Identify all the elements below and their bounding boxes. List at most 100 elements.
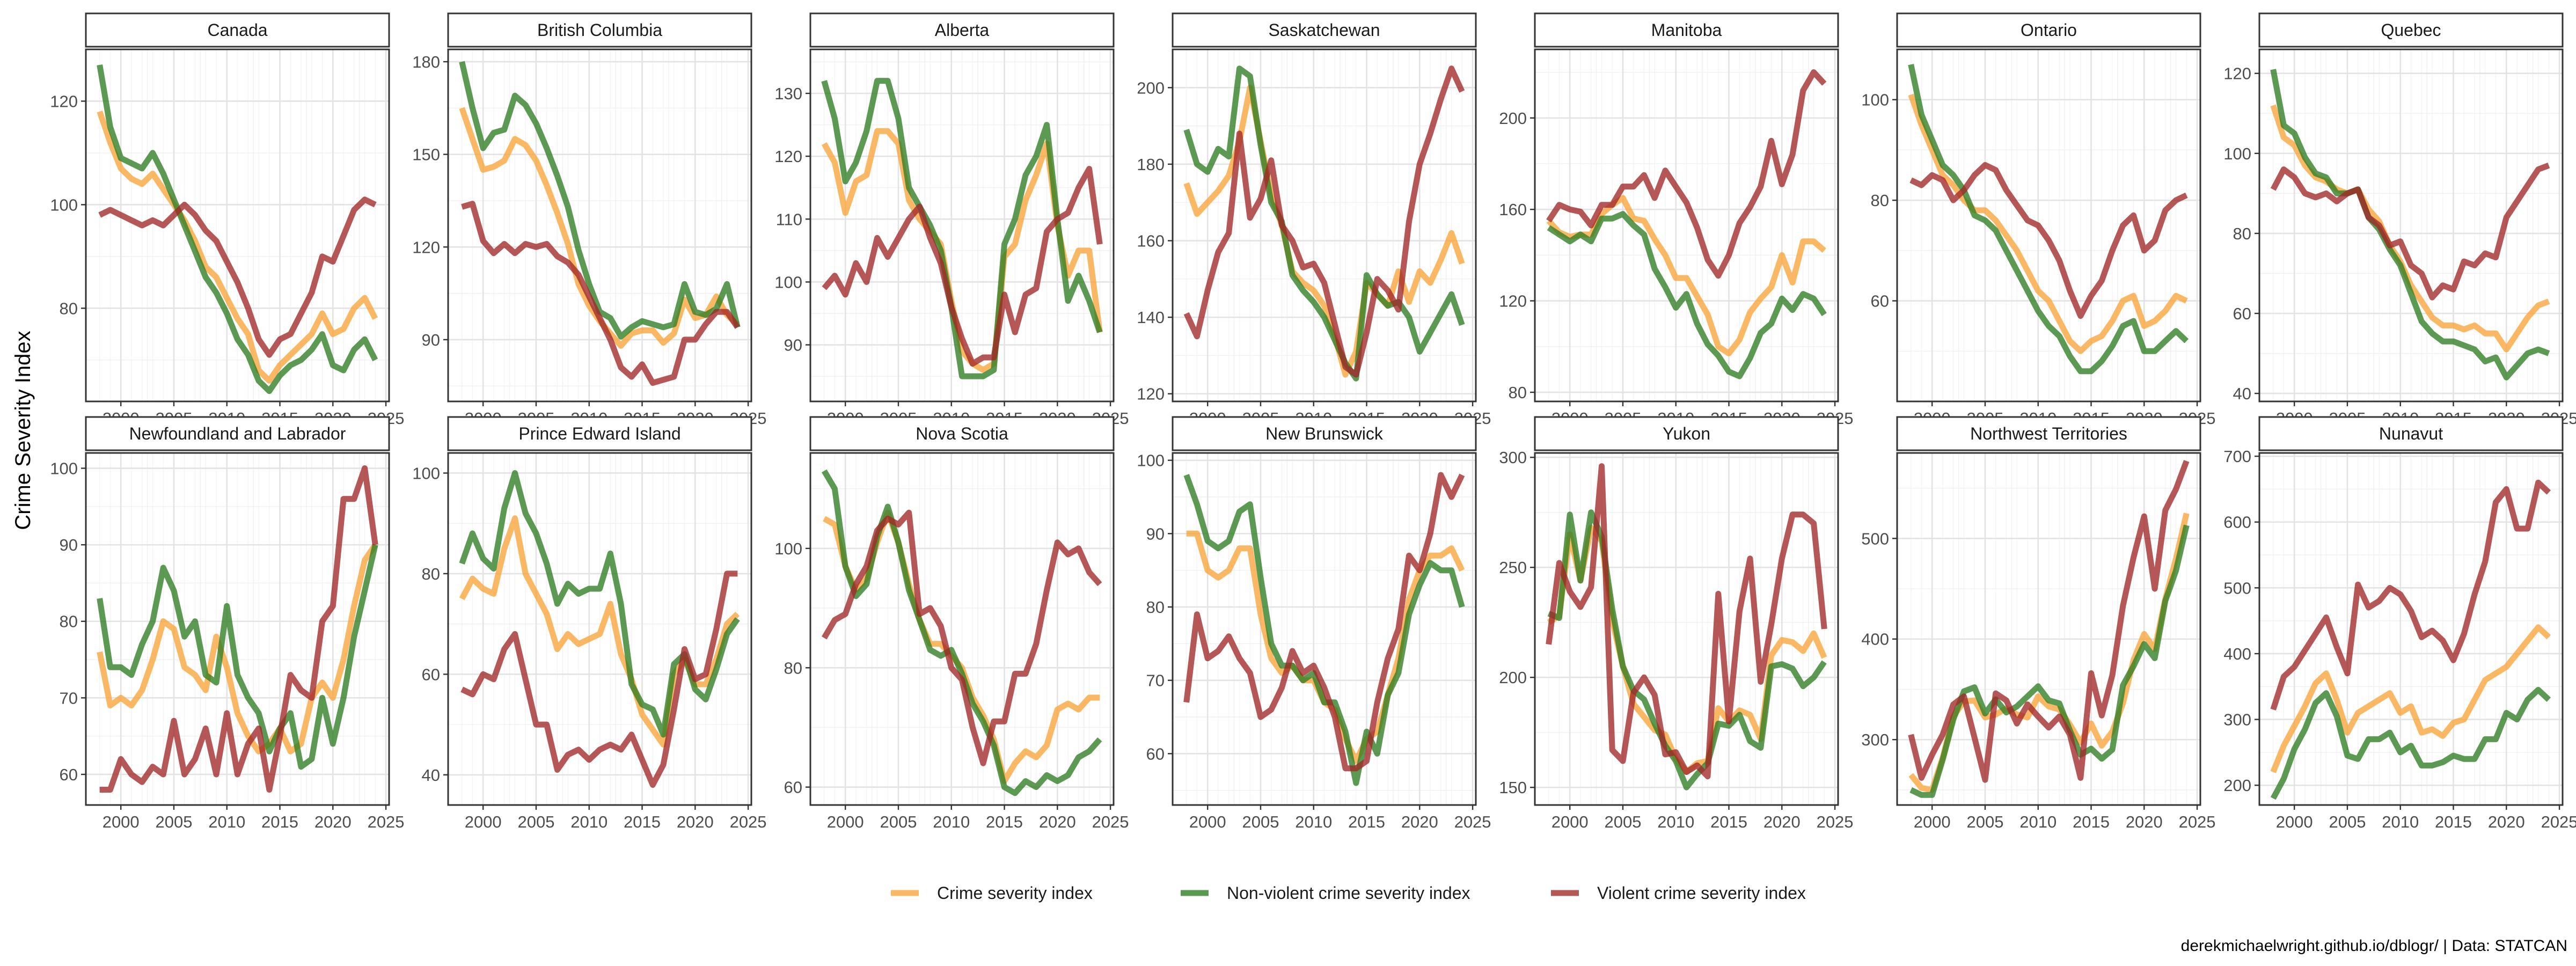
series-line-non-violent-crime-severity-index bbox=[1183, 474, 1465, 786]
series-line-non-violent-crime-severity-index bbox=[97, 544, 378, 770]
y-tick-label: 40 bbox=[422, 766, 440, 785]
panel-strip bbox=[447, 416, 752, 451]
panel-title: Alberta bbox=[935, 20, 990, 40]
x-tick-label: 2020 bbox=[2488, 813, 2525, 831]
panel-strip bbox=[85, 416, 390, 451]
panel-canada: Canada80100120200020052010201520202025 bbox=[50, 12, 405, 428]
panel-border bbox=[1172, 452, 1477, 806]
x-tick-label: 2025 bbox=[1092, 813, 1129, 831]
y-tick-label: 300 bbox=[2223, 711, 2251, 729]
panel-border bbox=[809, 48, 1115, 402]
panel-border bbox=[2258, 452, 2564, 806]
series-line-non-violent-crime-severity-index bbox=[1908, 63, 2189, 375]
panel-ontario: Ontario6080100200020052010201520202025 bbox=[1861, 12, 2216, 428]
y-tick-label: 500 bbox=[2223, 579, 2251, 597]
panel-title: Newfoundland and Labrador bbox=[129, 424, 346, 443]
x-tick-label: 2005 bbox=[2329, 813, 2366, 831]
x-tick-label: 2010 bbox=[208, 813, 245, 831]
panel-title: Yukon bbox=[1663, 424, 1710, 443]
series-line-non-violent-crime-severity-index bbox=[1909, 524, 2190, 798]
x-tick-label: 2010 bbox=[933, 813, 970, 831]
y-tick-label: 200 bbox=[2223, 776, 2251, 795]
panel-title: Quebec bbox=[2381, 20, 2441, 40]
panel-newfoundland-and-labrador: Newfoundland and Labrador 60 70 80 90 100 2000… bbox=[50, 416, 405, 831]
y-tick-label: 120 bbox=[412, 238, 440, 257]
y-tick-label: 160 bbox=[1499, 200, 1527, 219]
y-tick-label: 90 bbox=[1146, 524, 1165, 543]
y-tick-label: 90 bbox=[784, 336, 802, 355]
panel-title: Nova Scotia bbox=[916, 424, 1008, 443]
y-tick-label: 100 bbox=[774, 273, 802, 291]
series-line-violent-crime-severity-index bbox=[822, 166, 1103, 367]
x-tick-label: 2025 bbox=[1454, 813, 1491, 831]
panel-new-brunswick: New Brunswick 60 70 80 90 100 2000 2005 2010 2015… bbox=[1137, 416, 1491, 831]
panel-strip bbox=[1534, 416, 1839, 451]
panel-yukon: Yukon 150 200 250 300 2000 2005 2010 2015 2020 202… bbox=[1499, 416, 1854, 831]
y-tick-label: 150 bbox=[412, 145, 440, 164]
panel-northwest-territories: Northwest Territories 300 400 500 2000 2005 20… bbox=[1861, 416, 2216, 831]
x-tick-label: 2005 bbox=[517, 813, 554, 831]
panel-border bbox=[1534, 452, 1839, 806]
x-tick-label: 2015 bbox=[2435, 813, 2472, 831]
panel-prince-edward-island: Prince Edward Island 40 60 80 100 2000 2005 201… bbox=[412, 416, 767, 831]
y-tick-label: 80 bbox=[2233, 224, 2251, 243]
y-tick-label: 500 bbox=[1861, 529, 1889, 548]
series-line-violent-crime-severity-index bbox=[99, 465, 378, 793]
series-line-violent-crime-severity-index bbox=[821, 509, 1102, 766]
panel-border bbox=[1534, 48, 1839, 402]
series-line-violent-crime-severity-index bbox=[2270, 479, 2551, 711]
y-tick-label: 60 bbox=[422, 665, 440, 684]
y-tick-label: 80 bbox=[784, 658, 802, 677]
caption: derekmichaelwright.github.io/dblogr/ | D… bbox=[2181, 937, 2567, 955]
x-tick-label: 2025 bbox=[1817, 813, 1854, 831]
x-tick-label: 2005 bbox=[1242, 813, 1279, 831]
y-tick-label: 80 bbox=[60, 612, 78, 631]
panel-border bbox=[1896, 452, 2201, 806]
series-line-violent-crime-severity-index bbox=[1183, 65, 1465, 378]
series-line-non-violent-crime-severity-index bbox=[2270, 69, 2550, 380]
series-line-crime-severity-index bbox=[1183, 84, 1465, 378]
x-tick-label: 2005 bbox=[155, 813, 192, 831]
y-tick-label: 110 bbox=[776, 210, 802, 229]
panel-strip bbox=[2258, 416, 2564, 451]
panel-nova-scotia: Nova Scotia 60 80 100 2000 2005 2010 2015 2020 20… bbox=[774, 416, 1129, 831]
series-line-violent-crime-severity-index bbox=[460, 570, 738, 788]
panel-strip bbox=[1172, 12, 1477, 48]
y-tick-label: 80 bbox=[1509, 383, 1527, 402]
y-tick-label: 120 bbox=[2223, 64, 2251, 83]
legend-label: Crime severity index bbox=[937, 883, 1093, 903]
y-tick-label: 70 bbox=[1146, 671, 1165, 690]
y-axis-label: Crime Severity Index bbox=[11, 331, 35, 530]
x-tick-label: 2020 bbox=[1039, 813, 1076, 831]
panel-title: Northwest Territories bbox=[1970, 424, 2127, 443]
x-tick-label: 2000 bbox=[2276, 813, 2313, 831]
y-tick-label: 60 bbox=[1871, 292, 1889, 311]
legend-item-crime-severity-index: Crime severity index bbox=[891, 883, 1093, 903]
x-tick-label: 2010 bbox=[1657, 813, 1694, 831]
y-tick-label: 60 bbox=[1146, 744, 1165, 763]
series-line-non-violent-crime-severity-index bbox=[97, 64, 378, 394]
y-tick-label: 80 bbox=[422, 565, 440, 583]
series-line-violent-crime-severity-index bbox=[1183, 472, 1465, 772]
series-line-non-violent-crime-severity-index bbox=[821, 78, 1103, 379]
y-tick-label: 200 bbox=[1499, 668, 1527, 687]
panel-strip bbox=[809, 12, 1115, 48]
panel-border bbox=[447, 48, 752, 402]
x-tick-label: 2015 bbox=[2073, 813, 2110, 831]
y-tick-label: 700 bbox=[2223, 447, 2251, 466]
series-line-crime-severity-index bbox=[2270, 624, 2551, 773]
panel-title: Prince Edward Island bbox=[518, 424, 680, 443]
x-tick-label: 2015 bbox=[624, 813, 661, 831]
series-line-crime-severity-index bbox=[97, 543, 378, 755]
series-line-non-violent-crime-severity-index bbox=[2270, 686, 2551, 800]
y-tick-label: 120 bbox=[1499, 292, 1527, 311]
series-line-violent-crime-severity-index bbox=[98, 196, 377, 358]
y-tick-label: 100 bbox=[50, 195, 78, 214]
y-tick-label: 100 bbox=[1861, 91, 1889, 109]
y-tick-label: 60 bbox=[784, 778, 802, 797]
x-tick-label: 2015 bbox=[261, 813, 298, 831]
x-tick-label: 2020 bbox=[314, 813, 352, 831]
series-line-violent-crime-severity-index bbox=[1546, 69, 1827, 279]
y-tick-label: 600 bbox=[2223, 513, 2251, 532]
panel-strip bbox=[809, 416, 1115, 451]
